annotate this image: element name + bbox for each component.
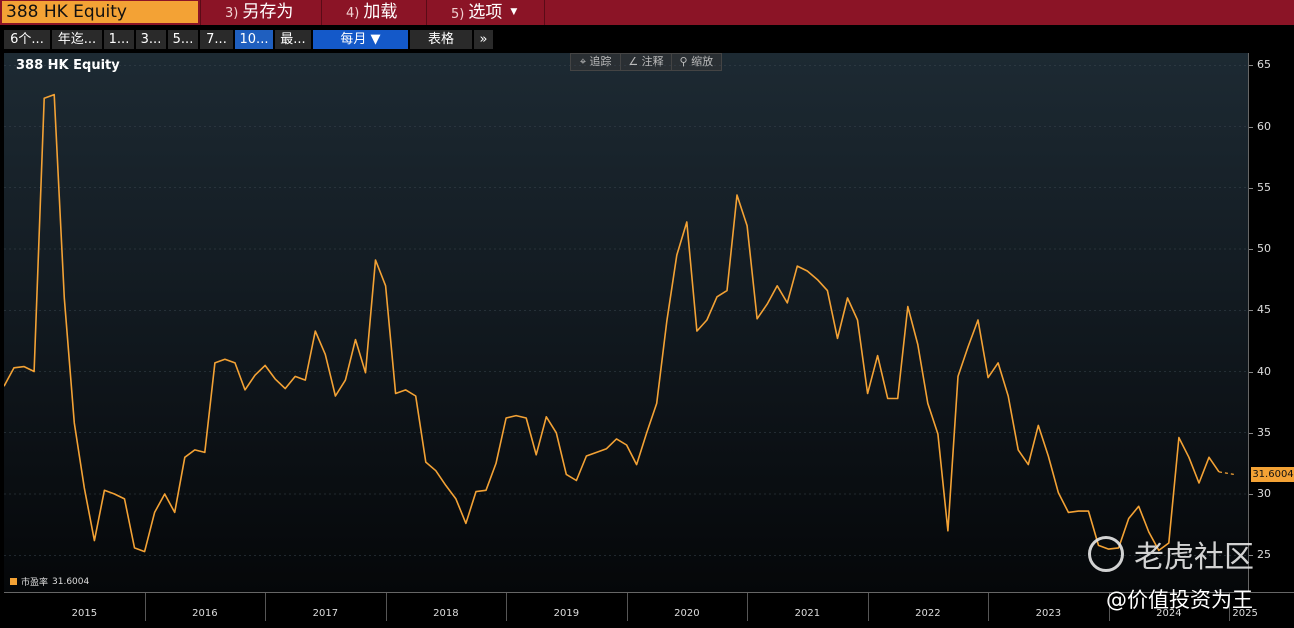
y-tick (1249, 126, 1253, 128)
options-button[interactable]: 5) 选项 ▼ (426, 0, 545, 25)
tiger-logo-icon (1088, 536, 1124, 572)
chart-legend: 市盈率 31.6004 (10, 575, 89, 588)
x-year-separator (506, 593, 508, 621)
x-year-separator (747, 593, 749, 621)
y-tick (1249, 187, 1253, 189)
pe-ratio-series-line (4, 93, 1220, 553)
watermark-brand-text: 老虎社区 (1134, 540, 1254, 575)
y-tick-label: 30 (1257, 487, 1271, 500)
x-year-separator (1229, 593, 1231, 621)
y-tick-label: 25 (1257, 548, 1271, 562)
watermark-handle: @价值投资为王 (1106, 588, 1253, 612)
menu-number: 3) (225, 6, 239, 21)
x-tick-label: 2016 (192, 608, 218, 619)
x-year-separator (385, 593, 387, 621)
chart-toolbox: ⌖ 追踪 ∠ 注释 ⚲ 缩放 (570, 53, 722, 71)
y-tick (1249, 371, 1253, 373)
x-year-separator (988, 593, 990, 621)
x-year-separator (265, 593, 267, 621)
x-tick-label: 2025 (1232, 608, 1258, 619)
y-tick (1249, 432, 1253, 434)
y-axis: 31.6004 65 60 55 50 45 40 35 30 25 (1248, 53, 1294, 592)
menu-label: 另存为 (242, 2, 294, 22)
range-5y-button[interactable]: 5... (168, 30, 198, 49)
menu-label: 加载 (363, 2, 398, 22)
ticker-field[interactable]: 388 HK Equity (2, 1, 198, 23)
x-tick-label: 2021 (794, 608, 821, 619)
x-tick-label: 2019 (553, 608, 580, 619)
menu-number: 5) (451, 6, 465, 22)
range-3y-button[interactable]: 3... (136, 30, 166, 49)
range-toolbar: 6个... 年迄... 1... 3... 5... 7... 10... 最.… (0, 27, 1294, 51)
chart-title: 388 HK Equity (16, 58, 120, 73)
y-tick (1249, 494, 1253, 495)
y-tick (1249, 555, 1253, 557)
x-tick-label: 2020 (674, 608, 700, 619)
y-tick-label: 65 (1257, 58, 1271, 72)
load-button[interactable]: 4) 加载 (321, 0, 425, 25)
y-tick-label: 40 (1257, 364, 1271, 378)
chevron-down-icon: ▼ (510, 7, 518, 17)
legend-swatch (10, 578, 17, 585)
x-tick-label: 2015 (71, 608, 98, 619)
y-tick-label: 35 (1257, 425, 1271, 439)
last-value-badge: 31.6004 (1251, 467, 1294, 483)
legend-label: 市盈率 (21, 578, 49, 588)
annotate-tool-button[interactable]: ∠ 注释 (621, 54, 672, 70)
table-button[interactable]: 表格 (410, 30, 472, 49)
watermark-brand: 老虎社区 (1088, 532, 1254, 576)
period-select[interactable]: 每月 ▼ (313, 30, 408, 49)
y-tick (1249, 65, 1253, 67)
track-tool-button[interactable]: ⌖ 追踪 (571, 54, 622, 70)
y-tick-label: 60 (1257, 119, 1271, 133)
y-tick-label: 45 (1257, 303, 1271, 317)
x-tick-label: 2017 (312, 608, 339, 619)
range-10y-button[interactable]: 10... (235, 30, 273, 49)
range-1y-button[interactable]: 1... (104, 30, 134, 49)
y-tick (1249, 249, 1253, 250)
x-tick-label: 2023 (1035, 608, 1062, 619)
range-6m-button[interactable]: 6个... (4, 30, 50, 49)
menu-number: 4) (346, 6, 360, 21)
x-year-separator (1108, 593, 1110, 621)
chart-area[interactable]: 388 HK Equity ⌖ 追踪 ∠ 注释 ⚲ 缩放 市盈率 31.6004 (4, 53, 1248, 592)
y-tick (1249, 310, 1253, 312)
x-tick-label: 2022 (915, 608, 941, 619)
save-as-button[interactable]: 3) 另存为 (200, 0, 320, 25)
y-tick-label: 55 (1257, 180, 1271, 194)
menu-label: 选项 (468, 2, 503, 23)
line-chart (4, 64, 1248, 556)
range-ytd-button[interactable]: 年迄... (52, 30, 102, 49)
gridlines (4, 64, 1248, 556)
range-7y-button[interactable]: 7... (200, 30, 233, 49)
more-button[interactable]: » (474, 30, 493, 49)
zoom-tool-button[interactable]: ⚲ 缩放 (679, 55, 714, 68)
pe-ratio-dashed-tail (1218, 471, 1235, 475)
x-year-separator (867, 593, 869, 621)
x-tick-label: 2024 (1156, 608, 1182, 619)
x-tick-label: 2018 (433, 608, 459, 619)
y-tick-label: 50 (1257, 242, 1271, 255)
legend-value: 31.6004 (52, 576, 90, 587)
range-max-button[interactable]: 最... (275, 30, 311, 49)
x-year-separator (626, 593, 628, 621)
x-year-separator (144, 593, 146, 621)
function-toolbar: 388 HK Equity 3) 另存为 4) 加载 5) 选项 ▼ (0, 0, 1294, 25)
x-axis: 2015 2016 2017 2018 2019 2020 2021 2022 2023 2024… (4, 592, 1294, 628)
